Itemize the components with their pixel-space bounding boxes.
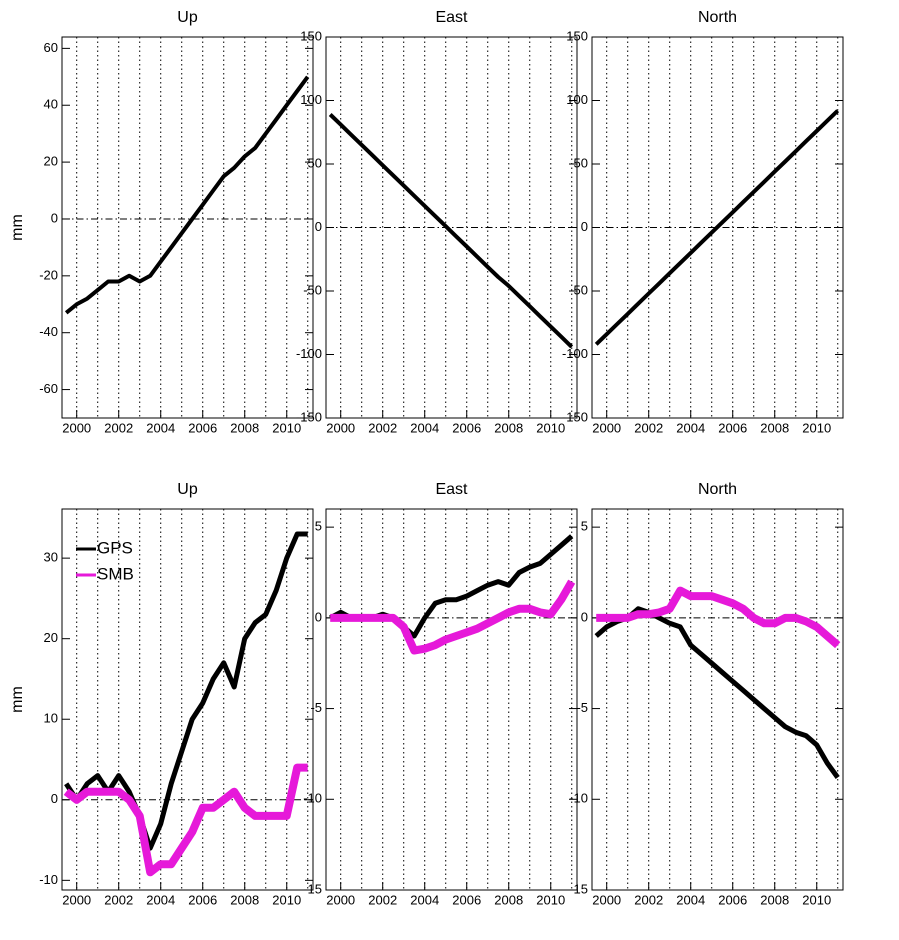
y-tick-label: 5 (581, 519, 588, 534)
x-tick-label: 2000 (62, 420, 91, 435)
panel-title: North (698, 481, 737, 498)
y-tick-label: 50 (574, 155, 588, 170)
x-tick-label: 2006 (188, 892, 217, 907)
x-tick-label: 2008 (494, 420, 523, 435)
data-line (594, 606, 840, 779)
plot-frame (591, 508, 844, 891)
panel-title: East (435, 481, 468, 498)
x-tick-label: 2010 (272, 892, 301, 907)
y-tick-label: 0 (51, 791, 58, 806)
x-tick-label: 2010 (536, 892, 565, 907)
x-tick-label: 2004 (676, 892, 705, 907)
legend-label: SMB (97, 564, 134, 583)
y-tick-label: 10 (44, 711, 58, 726)
x-tick-label: 2002 (634, 420, 663, 435)
y-tick-label: 50 (308, 155, 322, 170)
y-tick-label: -10 (39, 872, 58, 887)
x-tick-label: 2008 (494, 892, 523, 907)
y-tick-label: 0 (51, 210, 58, 225)
data-line (63, 763, 308, 877)
y-tick-label: -60 (39, 381, 58, 396)
data-line (64, 75, 310, 315)
y-tick-label: 100 (300, 92, 322, 107)
x-tick-label: 2000 (62, 892, 91, 907)
y-tick-label: -15 (569, 881, 588, 896)
legend-label: GPS (97, 538, 133, 557)
y-tick-label: -40 (39, 324, 58, 339)
x-tick-label: 2006 (718, 892, 747, 907)
x-tick-label: 2004 (146, 420, 175, 435)
y-tick-label: 100 (566, 92, 588, 107)
x-tick-label: 2002 (634, 892, 663, 907)
x-tick-label: 2006 (188, 420, 217, 435)
y-tick-label: 5 (315, 519, 322, 534)
y-tick-label: 30 (44, 550, 58, 565)
x-tick-label: 2010 (536, 420, 565, 435)
x-tick-label: 2004 (146, 892, 175, 907)
x-tick-label: 2004 (410, 420, 439, 435)
panel-title: Up (177, 9, 198, 26)
y-tick-label: -15 (303, 881, 322, 896)
x-tick-label: 2006 (452, 892, 481, 907)
x-tick-label: 2008 (230, 420, 259, 435)
y-tick-label: -50 (303, 282, 322, 297)
y-tick-label: -150 (562, 409, 588, 424)
data-line (330, 579, 576, 655)
x-tick-label: 2002 (368, 892, 397, 907)
y-tick-label: -5 (576, 700, 588, 715)
y-axis-label: mm (9, 686, 26, 713)
y-tick-label: 150 (300, 28, 322, 43)
x-tick-label: 2006 (718, 420, 747, 435)
x-tick-label: 2002 (104, 420, 133, 435)
y-tick-label: 0 (315, 219, 322, 234)
plot-frame (61, 36, 314, 419)
plot-frame (591, 36, 844, 419)
x-tick-label: 2002 (368, 420, 397, 435)
x-tick-label: 2000 (592, 892, 621, 907)
x-tick-label: 2008 (760, 892, 789, 907)
data-line (328, 113, 574, 349)
y-tick-label: 150 (566, 28, 588, 43)
y-tick-label: -5 (310, 700, 322, 715)
y-tick-label: 40 (44, 97, 58, 112)
y-tick-label: 0 (581, 219, 588, 234)
data-line (596, 586, 841, 649)
y-tick-label: -100 (296, 346, 322, 361)
plot-frame (325, 508, 578, 891)
y-tick-label: 60 (44, 40, 58, 55)
y-tick-label: 20 (44, 630, 58, 645)
panel-title: East (435, 9, 468, 26)
y-tick-label: -150 (296, 409, 322, 424)
y-tick-label: -100 (562, 346, 588, 361)
y-tick-label: 0 (315, 609, 322, 624)
x-tick-label: 2006 (452, 420, 481, 435)
y-tick-label: 20 (44, 154, 58, 169)
panel-title: Up (177, 481, 198, 498)
plot-frame (61, 508, 314, 891)
plot-frame (325, 36, 578, 419)
y-tick-label: 0 (581, 609, 588, 624)
x-tick-label: 2010 (272, 420, 301, 435)
y-tick-label: -10 (569, 791, 588, 806)
y-tick-label: -10 (303, 791, 322, 806)
x-tick-label: 2004 (410, 892, 439, 907)
x-tick-label: 2004 (676, 420, 705, 435)
x-tick-label: 2000 (326, 420, 355, 435)
x-tick-label: 2000 (326, 892, 355, 907)
y-tick-label: -20 (39, 267, 58, 282)
y-axis-label: mm (9, 214, 26, 241)
x-tick-label: 2000 (592, 420, 621, 435)
x-tick-label: 2010 (802, 420, 831, 435)
data-line (594, 109, 840, 346)
x-tick-label: 2008 (760, 420, 789, 435)
x-tick-label: 2010 (802, 892, 831, 907)
x-tick-label: 2008 (230, 892, 259, 907)
panel-title: North (698, 9, 737, 26)
y-tick-label: -50 (569, 282, 588, 297)
x-tick-label: 2002 (104, 892, 133, 907)
